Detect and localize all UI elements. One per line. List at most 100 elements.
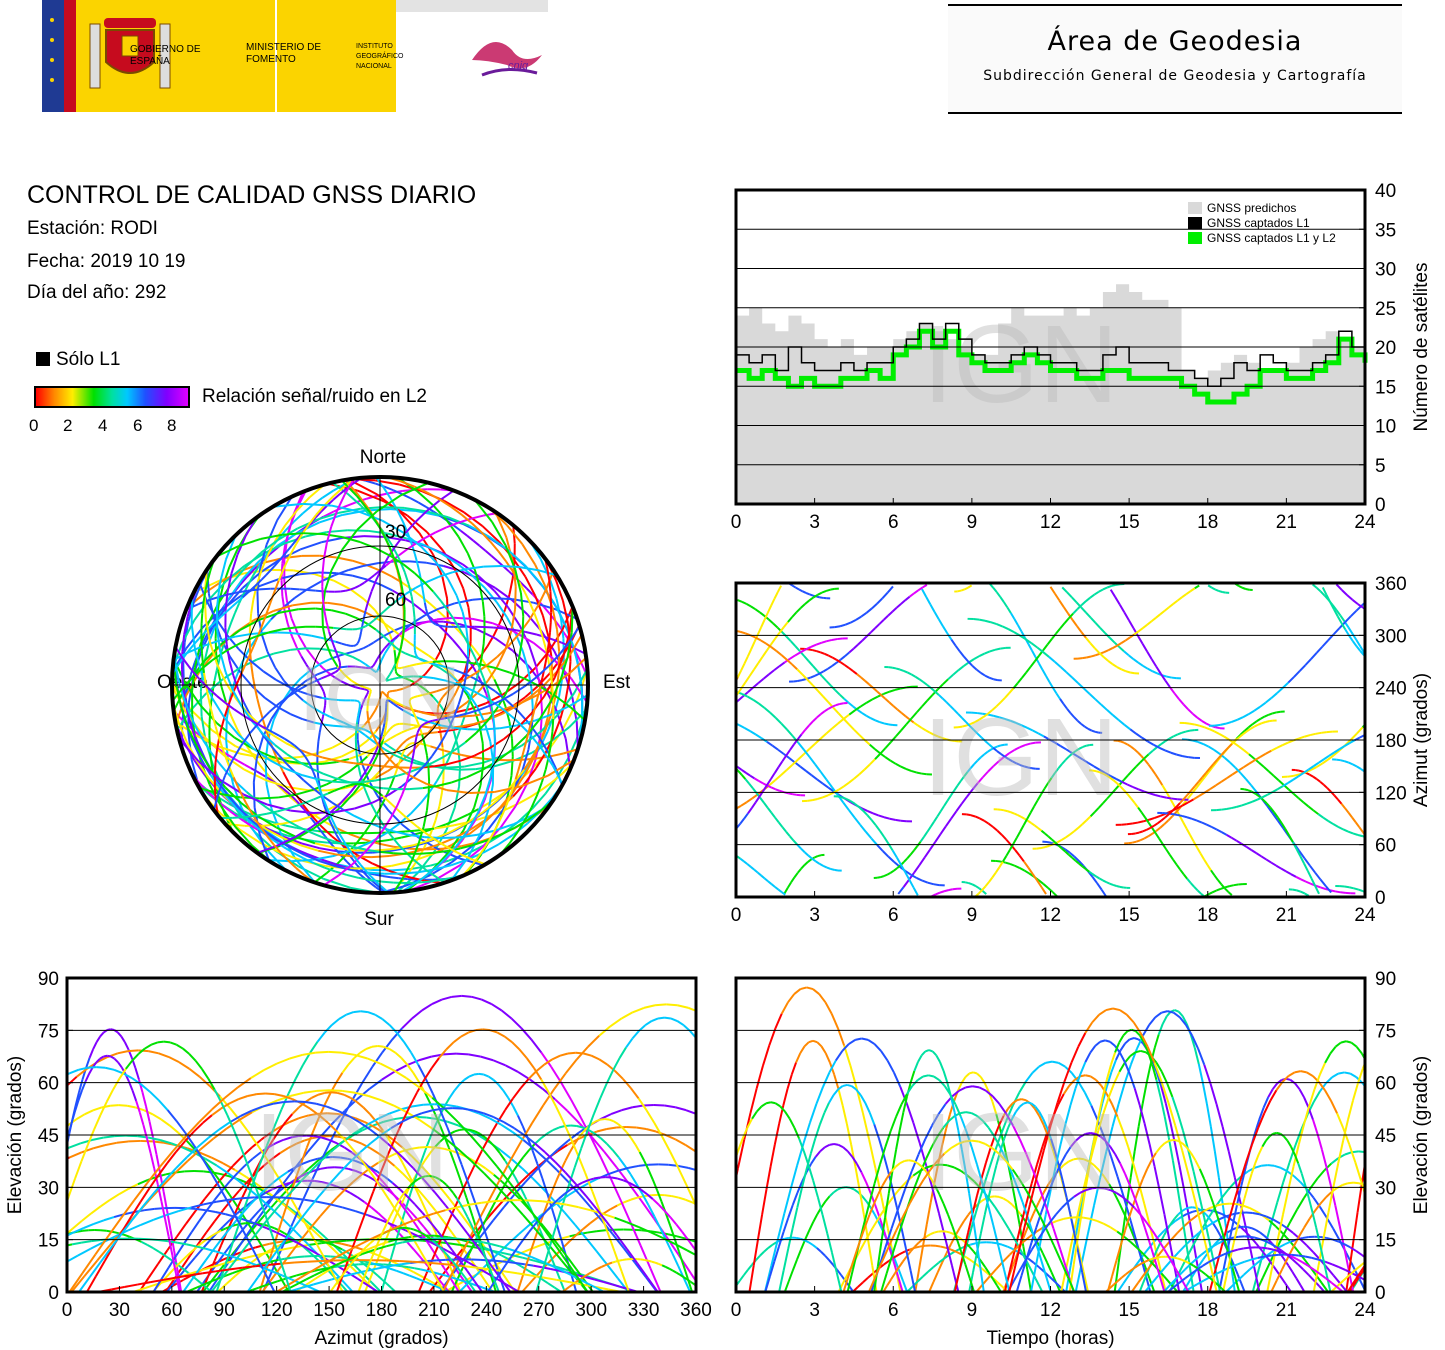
track-segment xyxy=(333,486,345,497)
track-segment xyxy=(865,631,872,638)
track-segment xyxy=(513,814,533,825)
track-segment xyxy=(438,602,456,610)
track-segment xyxy=(913,845,919,852)
track-segment xyxy=(750,641,756,650)
track-segment xyxy=(404,652,411,657)
track-segment xyxy=(418,1055,432,1062)
track-segment xyxy=(973,655,980,660)
track-segment xyxy=(786,728,794,737)
track-segment xyxy=(1095,770,1100,774)
track-segment xyxy=(1092,873,1097,878)
track-segment xyxy=(1298,735,1305,740)
track-segment xyxy=(1164,749,1172,754)
track-segment xyxy=(976,776,984,785)
track-segment xyxy=(358,701,361,705)
track-segment xyxy=(844,664,850,669)
track-segment xyxy=(366,757,375,770)
track-segment xyxy=(684,1198,693,1204)
track-segment xyxy=(870,717,876,722)
track-segment xyxy=(1004,692,1010,699)
track-segment xyxy=(396,687,403,692)
track-segment xyxy=(721,754,725,757)
track-segment xyxy=(438,792,443,807)
track-segment xyxy=(1001,834,1007,841)
track-segment xyxy=(706,1209,713,1213)
track-segment xyxy=(1296,889,1302,893)
track-segment xyxy=(430,745,438,750)
track-segment xyxy=(304,1222,318,1235)
track-segment xyxy=(396,794,404,807)
track-segment xyxy=(1304,658,1312,666)
track-segment xyxy=(195,734,219,748)
track-segment xyxy=(743,656,749,665)
track-segment xyxy=(244,802,252,812)
track-segment xyxy=(370,580,377,592)
track-segment xyxy=(222,751,228,761)
track-segment xyxy=(157,1249,169,1265)
track-segment xyxy=(921,772,927,776)
track-segment xyxy=(950,810,958,820)
x-tick-label: 3 xyxy=(809,905,820,926)
track-segment xyxy=(369,878,387,893)
track-segment xyxy=(109,1193,120,1201)
track-segment xyxy=(1355,645,1361,652)
track-segment xyxy=(992,747,998,752)
track-segment xyxy=(1333,608,1339,617)
track-segment xyxy=(25,1160,34,1171)
track-segment xyxy=(348,565,364,572)
track-segment xyxy=(377,838,390,843)
track-segment xyxy=(392,489,403,495)
track-segment xyxy=(715,1166,718,1175)
track-segment xyxy=(906,853,912,860)
track-segment xyxy=(1054,741,1062,747)
track-segment xyxy=(252,584,258,600)
track-segment xyxy=(1310,766,1318,771)
track-segment xyxy=(7,1283,16,1292)
track-segment xyxy=(362,763,373,767)
track-segment xyxy=(319,647,333,652)
track-segment xyxy=(406,514,428,533)
track-segment xyxy=(1347,830,1354,835)
track-segment xyxy=(933,815,939,823)
track-segment xyxy=(1080,600,1087,606)
track-segment xyxy=(1166,675,1172,679)
track-segment xyxy=(1400,709,1404,714)
track-segment xyxy=(464,705,470,715)
track-segment xyxy=(1423,616,1428,620)
track-segment xyxy=(1176,596,1183,602)
track-segment xyxy=(463,511,484,527)
track-segment xyxy=(853,816,862,826)
track-segment xyxy=(278,1184,287,1192)
track-segment xyxy=(372,746,379,758)
track-segment xyxy=(247,649,253,658)
track-segment xyxy=(816,713,822,719)
track-segment xyxy=(458,628,466,639)
track-segment xyxy=(1151,670,1158,675)
track-segment xyxy=(796,844,802,850)
track-segment xyxy=(1119,785,1125,792)
track-segment xyxy=(445,521,459,529)
track-segment xyxy=(814,672,820,677)
track-segment xyxy=(462,588,470,608)
track-segment xyxy=(804,599,810,605)
track-segment xyxy=(237,538,261,548)
track-segment xyxy=(354,1117,366,1123)
track-segment xyxy=(1066,591,1073,598)
track-segment xyxy=(1085,637,1092,644)
track-segment xyxy=(1207,584,1213,589)
track-segment xyxy=(1151,827,1157,834)
track-segment xyxy=(215,738,220,751)
track-segment xyxy=(791,735,800,744)
track-segment xyxy=(257,627,262,636)
track-segment xyxy=(883,722,889,726)
track-segment xyxy=(404,664,411,669)
track-segment xyxy=(874,824,881,832)
track-segment xyxy=(913,721,919,727)
track-segment xyxy=(347,1167,356,1172)
track-segment xyxy=(394,562,402,580)
track-segment xyxy=(1064,848,1071,854)
track-segment xyxy=(496,748,513,762)
track-segment xyxy=(446,759,461,766)
track-segment xyxy=(448,1198,460,1212)
track-segment xyxy=(209,1262,219,1274)
